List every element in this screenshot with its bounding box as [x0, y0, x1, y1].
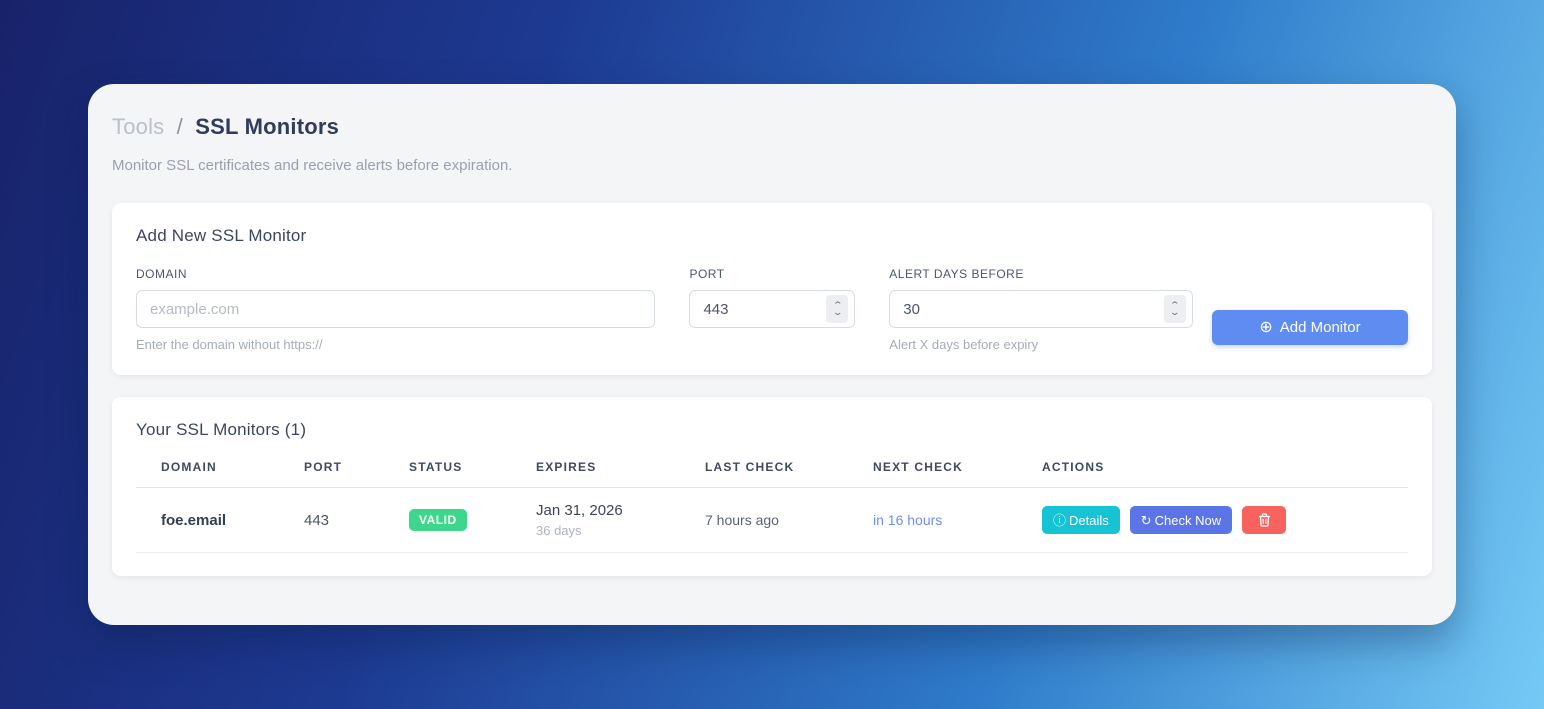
ssl-monitors-page: Tools / SSL Monitors Monitor SSL certifi… — [88, 84, 1456, 625]
add-monitor-button-label: Add Monitor — [1279, 319, 1361, 336]
alert-days-helper-text: Alert X days before expiry — [889, 337, 1039, 352]
alert-days-input[interactable] — [889, 290, 1193, 328]
port-stepper[interactable]: ⌃ ⌄ — [826, 295, 849, 323]
column-header-port: PORT — [304, 460, 409, 488]
add-monitor-button[interactable]: ⊕ Add Monitor — [1211, 310, 1408, 345]
column-header-actions: ACTIONS — [1042, 460, 1408, 488]
monitors-list-title: Your SSL Monitors (1) — [136, 420, 307, 439]
column-header-next-check: NEXT CHECK — [873, 460, 1042, 488]
alert-days-label: ALERT DAYS BEFORE — [889, 267, 1024, 281]
column-header-domain: DOMAIN — [136, 460, 304, 488]
trash-icon — [1258, 513, 1270, 527]
breadcrumb-separator: / — [176, 114, 183, 139]
refresh-icon: ↻ — [1140, 512, 1152, 528]
add-monitor-title: Add New SSL Monitor — [136, 226, 307, 245]
alert-days-field-group: ALERT DAYS BEFORE ⌃ ⌄ Alert X days befor… — [889, 267, 1193, 352]
page-title: SSL Monitors — [195, 114, 340, 139]
breadcrumb: Tools / SSL Monitors — [112, 110, 1432, 140]
info-icon: ⓘ — [1053, 512, 1067, 528]
monitor-port: 443 — [304, 487, 409, 553]
expires-days-remaining: 36 days — [536, 523, 582, 538]
domain-field-group: DOMAIN Enter the domain without https:// — [136, 267, 656, 352]
domain-helper-text: Enter the domain without https:// — [136, 337, 323, 352]
next-check-time: in 16 hours — [873, 487, 1042, 553]
add-monitor-form-row: DOMAIN Enter the domain without https://… — [136, 267, 1408, 352]
status-badge: VALID — [409, 509, 467, 531]
stepper-up-icon[interactable]: ⌃ — [831, 300, 843, 310]
column-header-expires: EXPIRES — [536, 460, 705, 488]
domain-input[interactable] — [136, 290, 656, 328]
stepper-down-icon[interactable]: ⌄ — [1169, 307, 1181, 317]
domain-label: DOMAIN — [136, 267, 187, 281]
monitor-domain: foe.email — [136, 487, 304, 553]
alert-days-stepper[interactable]: ⌃ ⌄ — [1163, 295, 1186, 323]
last-check-time: 7 hours ago — [705, 487, 873, 553]
circled-plus-icon: ⊕ — [1259, 318, 1273, 336]
table-row: foe.email 443 VALID Jan 31, 2026 36 days… — [136, 487, 1408, 553]
monitors-list-card: Your SSL Monitors (1) DOMAIN PORT STATUS… — [112, 397, 1432, 576]
monitors-table: DOMAIN PORT STATUS EXPIRES LAST CHECK NE… — [136, 460, 1408, 553]
expires-date: Jan 31, 2026 — [536, 502, 623, 519]
stepper-down-icon[interactable]: ⌄ — [831, 307, 843, 317]
submit-wrap: ⊕ Add Monitor — [1211, 310, 1408, 352]
row-actions: ⓘ Details ↻ Check Now — [1042, 506, 1408, 534]
port-label: PORT — [689, 267, 725, 281]
check-now-button-label: Check Now — [1154, 512, 1222, 528]
check-now-button[interactable]: ↻ Check Now — [1129, 506, 1233, 534]
details-button-label: Details — [1069, 512, 1109, 528]
port-field-group: PORT ⌃ ⌄ — [689, 267, 856, 352]
breadcrumb-tools-link[interactable]: Tools — [112, 114, 165, 139]
delete-button[interactable] — [1242, 506, 1287, 534]
page-subtitle: Monitor SSL certificates and receive ale… — [112, 157, 513, 174]
column-header-status: STATUS — [409, 460, 536, 488]
add-monitor-card: Add New SSL Monitor DOMAIN Enter the dom… — [112, 203, 1432, 375]
details-button[interactable]: ⓘ Details — [1042, 506, 1120, 534]
column-header-last-check: LAST CHECK — [705, 460, 873, 488]
table-header-row: DOMAIN PORT STATUS EXPIRES LAST CHECK NE… — [136, 460, 1408, 488]
stepper-up-icon[interactable]: ⌃ — [1169, 300, 1181, 310]
